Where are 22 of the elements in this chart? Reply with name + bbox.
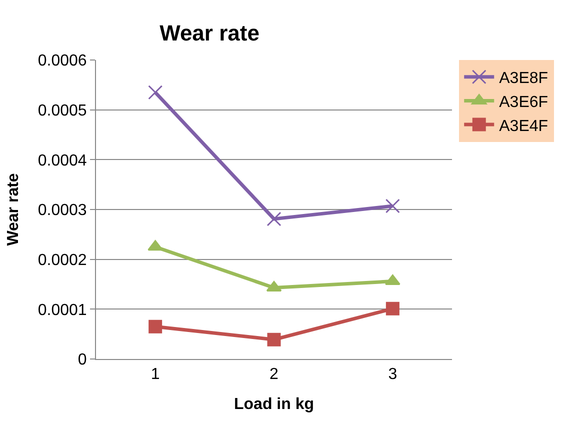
point <box>148 320 162 334</box>
point <box>385 198 400 214</box>
y-tick-label: 0.0001 <box>38 302 87 319</box>
x-tick-label: 2 <box>270 366 279 384</box>
legend-label: A3E8F <box>499 70 548 88</box>
y-tick-label: 0 <box>78 352 87 369</box>
y-tick-label: 0.0006 <box>38 52 87 70</box>
point <box>386 302 400 316</box>
point <box>267 332 281 346</box>
x-tick-label: 1 <box>150 366 160 384</box>
point <box>148 85 163 100</box>
point <box>266 212 282 226</box>
y-tick-label: 0.0005 <box>38 102 87 120</box>
legend-label: A3E6F <box>499 94 548 111</box>
y-tick-label: 0.0004 <box>38 152 87 170</box>
x-tick-label: 3 <box>388 366 398 384</box>
y-tick-label: 0.0002 <box>38 252 87 269</box>
y-tick-label: 0.0003 <box>38 202 87 220</box>
x-axis-title: Load in kg <box>234 396 314 413</box>
chart-title: Wear rate <box>160 20 260 46</box>
legend-label: A3E4F <box>499 118 548 135</box>
y-axis-title: Wear rate <box>4 173 22 246</box>
